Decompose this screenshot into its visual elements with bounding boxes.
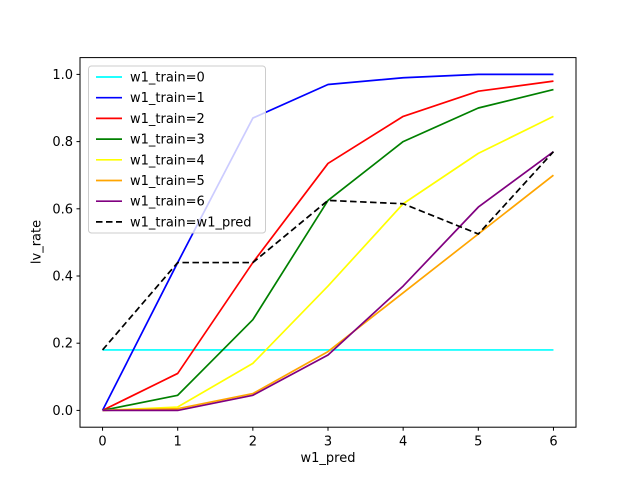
legend-label-w1-train-4: w1_train=4 [130, 153, 205, 168]
series-w1-train-4 [102, 115, 554, 412]
x-tick-label: 2 [249, 435, 257, 450]
y-tick-label: 0.2 [52, 337, 73, 352]
y-tick-label: 0.6 [52, 202, 73, 217]
plot-area [79, 57, 577, 428]
x-tick-label: 4 [399, 435, 407, 450]
legend-label-w1-train-1: w1_train=1 [130, 91, 205, 106]
series-w1-train-6 [102, 150, 554, 412]
legend-box [88, 65, 266, 234]
legend-label-w1-train-5: w1_train=5 [130, 174, 205, 189]
y-tick-label: 0.4 [52, 270, 73, 285]
series-w1-train-3 [102, 88, 554, 412]
y-tick-label: 1.0 [52, 68, 73, 83]
x-tick-label: 5 [474, 435, 482, 450]
legend-label-w1-train-6: w1_train=6 [130, 195, 205, 210]
y-tick-label: 0.8 [52, 135, 73, 150]
series-w1-train-w1-pred [101, 151, 555, 351]
x-tick-label: 0 [98, 435, 106, 450]
x-tick-label: 6 [549, 435, 557, 450]
legend-label-w1-train-0: w1_train=0 [130, 71, 205, 86]
y-axis-label: lv_rate [29, 219, 45, 265]
series-w1-train-2 [102, 80, 554, 412]
y-tick-label: 0.0 [52, 404, 73, 419]
x-tick-label: 1 [174, 435, 182, 450]
legend-label-w1-train-2: w1_train=2 [130, 112, 205, 127]
legend-label-w1-train-3: w1_train=3 [130, 133, 205, 148]
x-tick-label: 3 [324, 435, 332, 450]
legend-label-w1-train-w1-pred: w1_train=w1_pred [130, 215, 252, 230]
x-axis-label: w1_pred [300, 451, 356, 466]
